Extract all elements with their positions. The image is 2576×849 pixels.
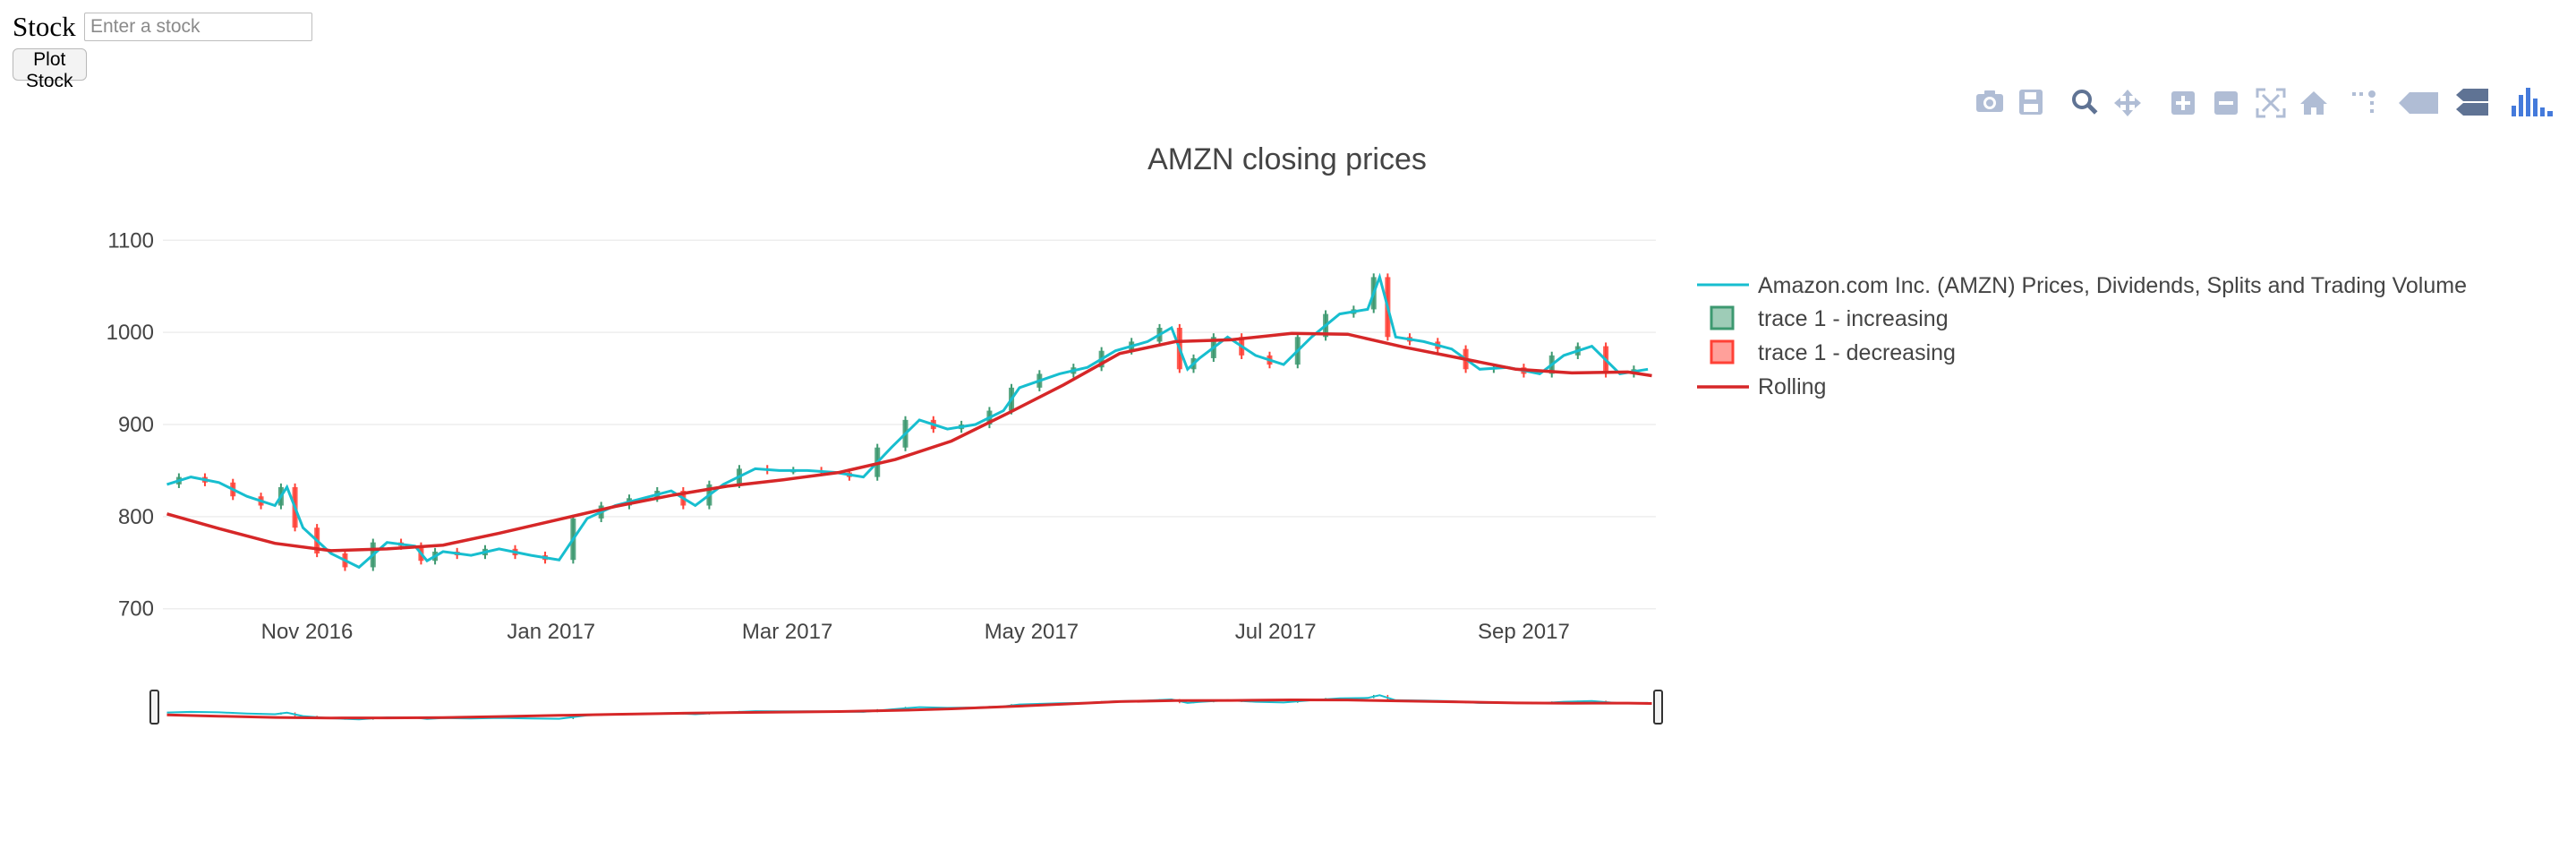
legend-label-price: Amazon.com Inc. (AMZN) Prices, Dividends… [1758,273,2467,298]
x-tick-label: Sep 2017 [1478,620,1570,644]
grid [163,239,1656,610]
price-series-line [166,272,1649,570]
camera-icon[interactable] [1976,90,2003,112]
y-tick-label: 1000 [107,321,154,345]
candlesticks [175,273,1637,571]
legend-swatch-increasing [1710,305,1735,330]
modebar [1976,88,2553,118]
legend-item-price[interactable]: Amazon.com Inc. (AMZN) Prices, Dividends… [1697,273,2467,298]
legend-label-increasing: trace 1 - increasing [1758,306,1949,331]
y-tick-label: 700 [118,597,154,622]
legend-item-decreasing[interactable]: trace 1 - decreasing [1710,339,1956,365]
reset-axes-icon[interactable] [2300,91,2327,115]
stock-input[interactable] [84,13,312,41]
legend-item-rolling[interactable]: Rolling [1697,374,1826,399]
zoom-in-icon[interactable] [2171,91,2195,115]
rolling-series-line [166,331,1652,553]
zoom-icon[interactable] [2072,90,2098,115]
save-icon[interactable] [2019,90,2043,115]
y-tick-label: 1100 [107,228,154,253]
plot-area[interactable] [166,272,1652,571]
spike-lines-icon[interactable] [2352,90,2376,113]
y-tick-labels: 700 800 900 1000 1100 [107,228,154,621]
x-tick-labels: Nov 2016 Jan 2017 Mar 2017 May 2017 Jul 2017… [261,620,1570,644]
y-tick-label: 800 [118,505,154,529]
x-tick-label: Nov 2016 [261,620,354,644]
legend-swatch-decreasing [1710,339,1735,364]
legend-item-increasing[interactable]: trace 1 - increasing [1710,305,1949,331]
plot-stock-button[interactable]: Plot Stock [13,48,87,91]
range-slider-right-handle[interactable] [1653,690,1663,725]
x-tick-label: Mar 2017 [742,620,832,644]
pan-icon[interactable] [2114,90,2141,116]
autoscale-icon[interactable] [2256,88,2286,118]
hover-closest-icon[interactable] [2399,92,2438,114]
zoom-out-icon[interactable] [2214,91,2238,115]
range-slider-left-handle[interactable] [149,690,159,725]
range-slider[interactable] [149,690,1663,725]
legend: Amazon.com Inc. (AMZN) Prices, Dividends… [1697,273,2467,399]
y-tick-label: 900 [118,413,154,437]
range-slider-rolling-line [166,698,1652,720]
legend-label-rolling: Rolling [1758,374,1826,399]
plotly-logo-icon[interactable] [2512,88,2553,116]
stock-label: Stock [13,11,76,42]
hover-compare-icon[interactable] [2456,89,2488,116]
x-tick-label: Jan 2017 [507,620,595,644]
x-tick-label: May 2017 [985,620,1079,644]
chart-title: AMZN closing prices [1147,142,1427,176]
range-slider-price-line [166,694,1649,721]
legend-label-decreasing: trace 1 - decreasing [1758,340,1956,365]
x-tick-label: Jul 2017 [1235,620,1317,644]
